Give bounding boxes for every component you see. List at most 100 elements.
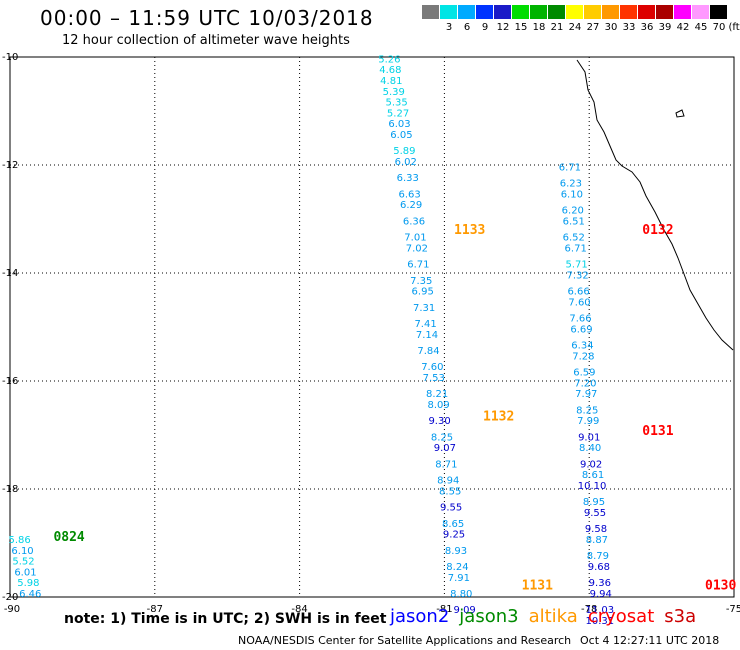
legend-label: 70 [712, 22, 726, 33]
swh-value: 7.99 [577, 416, 599, 427]
swh-value: 5.39 [383, 87, 405, 98]
swh-value: 6.46 [19, 589, 41, 600]
swh-value: 6.69 [570, 324, 592, 335]
footer-note: note: 1) Time is in UTC; 2) SWH is in fe… [64, 611, 387, 627]
swh-value: 9.30 [428, 416, 450, 427]
swh-value: 5.27 [387, 108, 409, 119]
pass-time: 0130 [705, 578, 736, 593]
swh-value: 6.34 [571, 341, 593, 352]
swh-value: 9.09 [454, 605, 476, 616]
map-title: 00:00 – 11:59 UTC 10/03/2018 [40, 6, 374, 30]
swh-value: 7.84 [417, 346, 439, 357]
legend-swatch [584, 5, 601, 19]
swh-value: 6.05 [390, 130, 412, 141]
swh-value: 9.58 [585, 524, 607, 535]
pass-time: 0132 [642, 223, 673, 238]
legend-label: 27 [586, 22, 600, 33]
y-tick-label: -18 [2, 484, 18, 495]
swh-value: 5.86 [9, 535, 31, 546]
swh-value: 8.55 [439, 486, 461, 497]
legend-swatch [458, 5, 475, 19]
pass-time-labels: 1133 1132 1131 0132 0131 0130 0824 [53, 223, 736, 593]
satellite-name: jason3 [459, 606, 519, 627]
legend-label: 39 [658, 22, 672, 33]
pass-time: 0131 [642, 424, 673, 439]
swh-value: 6.95 [412, 287, 434, 298]
legend-swatch [674, 5, 691, 19]
legend-swatch [602, 5, 619, 19]
swh-value: 8.21 [426, 389, 448, 400]
swh-value: 7.35 [410, 276, 432, 287]
legend-unit: (ft) [728, 22, 740, 33]
legend-label: 15 [514, 22, 528, 33]
swh-value: 7.28 [572, 351, 594, 362]
swh-value: 6.36 [403, 216, 425, 227]
swh-value: 10.31 [585, 616, 614, 627]
swh-value: 7.97 [575, 389, 597, 400]
swh-value: 6.02 [395, 157, 417, 168]
pass-time: 1133 [454, 223, 485, 238]
legend-swatch [476, 5, 493, 19]
swh-value: 8.24 [446, 562, 468, 573]
pass-time: 1132 [483, 409, 514, 424]
y-tick-label: -10 [2, 52, 18, 63]
swh-value: 8.71 [435, 459, 457, 470]
x-tick-label: -87 [147, 604, 163, 615]
credit-line: NOAA/NESDIS Center for Satellite Applica… [238, 634, 572, 647]
swh-value: 6.71 [565, 243, 587, 254]
x-tick-label: -84 [291, 604, 307, 615]
legend-swatch [548, 5, 565, 19]
y-tick-label: -20 [2, 592, 18, 603]
coastline [576, 59, 734, 351]
legend-label: 3 [445, 22, 453, 33]
legend-label: 36 [640, 22, 654, 33]
legend-label: 42 [676, 22, 690, 33]
swh-value: 6.71 [407, 260, 429, 271]
swh-value: 7.14 [416, 330, 438, 341]
legend-swatch [692, 5, 709, 19]
swh-value: 6.10 [11, 546, 33, 557]
lat-lon-grid [10, 57, 734, 597]
swh-value: 5.26 [378, 54, 400, 65]
legend-label: 24 [568, 22, 582, 33]
satellite-name: s3a [664, 606, 697, 627]
swh-value: 4.81 [380, 76, 402, 87]
swh-value: 8.40 [579, 443, 601, 454]
legend-swatch [494, 5, 511, 19]
legend-label: 6 [463, 22, 471, 33]
map-frame [9, 56, 735, 598]
swh-value: 8.94 [437, 476, 459, 487]
swh-value: 7.02 [406, 243, 428, 254]
y-tick-label: -16 [2, 376, 18, 387]
legend-swatch [710, 5, 727, 19]
swh-value: 7.31 [413, 303, 435, 314]
swh-value: 6.52 [563, 233, 585, 244]
swh-value: 4.68 [379, 65, 401, 76]
swh-value: 7.91 [448, 573, 470, 584]
legend-label: 18 [532, 22, 546, 33]
swh-value: 6.03 [388, 119, 410, 130]
swh-value: 6.51 [563, 216, 585, 227]
swh-value: 8.65 [442, 519, 464, 530]
swh-value: 9.94 [590, 589, 612, 600]
swh-value: 8.61 [582, 470, 604, 481]
x-tick-label: -78 [581, 604, 597, 615]
axis-tick-labels: -90 -87 -84 -81 -78 -75 -10 -12 -14 -16 -18 -20 [2, 52, 740, 615]
swh-value: 8.87 [586, 535, 608, 546]
swh-value: 6.23 [560, 179, 582, 190]
island-outline [675, 109, 685, 118]
swh-value: 7.60 [421, 362, 443, 373]
swh-value: 8.80 [450, 589, 472, 600]
legend-swatch [440, 5, 457, 19]
swh-value: 6.01 [14, 567, 36, 578]
swh-value: 7.66 [569, 314, 591, 325]
swh-value: 6.10 [561, 189, 583, 200]
swh-value: 6.59 [573, 368, 595, 379]
y-tick-label: -14 [2, 268, 18, 279]
swh-value: 9.36 [589, 578, 611, 589]
swh-value: 9.02 [580, 459, 602, 470]
swh-value: 8.93 [445, 546, 467, 557]
legend-swatch [512, 5, 529, 19]
